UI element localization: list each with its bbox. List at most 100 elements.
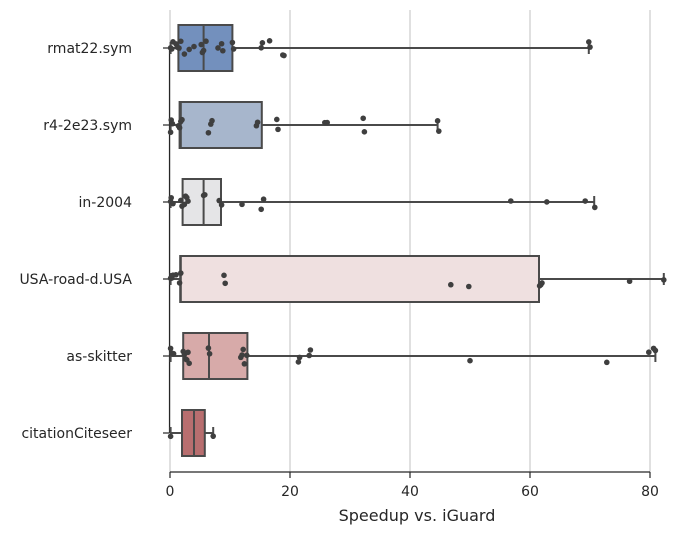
x-tick-label: 40	[401, 484, 419, 500]
data-point	[240, 346, 246, 353]
y-tick-label: USA-road-d.USA	[19, 272, 132, 288]
y-tick-label: in-2004	[79, 195, 133, 211]
data-point	[539, 280, 545, 286]
iqr-box	[182, 332, 249, 380]
data-point	[167, 345, 174, 352]
data-point	[281, 52, 287, 59]
data-point	[200, 47, 207, 54]
data-point	[239, 352, 245, 358]
data-point	[274, 116, 280, 123]
data-point	[181, 51, 188, 57]
data-point	[258, 206, 265, 213]
data-point	[275, 126, 281, 133]
data-point	[170, 200, 176, 207]
iqr-box	[178, 101, 263, 149]
data-point	[178, 38, 184, 45]
data-point	[646, 349, 652, 356]
data-point	[185, 349, 191, 356]
data-point	[361, 129, 368, 135]
data-point	[178, 270, 184, 276]
data-point	[203, 38, 209, 45]
data-point	[176, 280, 183, 286]
data-point	[260, 196, 267, 202]
data-point	[169, 46, 175, 52]
x-tick-label: 60	[521, 484, 539, 500]
y-tick-label: r4-2e23.sym	[43, 118, 132, 134]
data-point	[176, 45, 182, 51]
data-point	[259, 40, 266, 46]
data-point	[582, 198, 588, 204]
data-point	[254, 119, 261, 126]
data-point	[216, 197, 222, 204]
data-point	[324, 119, 331, 126]
data-point	[434, 118, 441, 124]
data-point	[173, 271, 179, 278]
data-point	[179, 116, 185, 123]
data-point	[169, 120, 176, 127]
data-point	[218, 40, 225, 47]
data-point	[661, 277, 667, 283]
data-point	[198, 41, 204, 48]
data-point	[167, 129, 174, 136]
data-point	[168, 194, 174, 201]
data-point	[186, 46, 192, 53]
data-point	[239, 201, 245, 208]
data-point	[220, 47, 226, 54]
data-point	[215, 45, 221, 51]
data-point	[307, 347, 314, 353]
x-tick-label: 20	[281, 484, 299, 500]
data-point	[241, 361, 248, 367]
x-tick-label: 80	[641, 484, 659, 500]
data-point	[592, 204, 598, 211]
data-point	[586, 39, 592, 45]
data-point	[604, 359, 610, 366]
data-point	[229, 39, 236, 46]
grid-lines	[169, 10, 651, 472]
data-point	[205, 345, 212, 351]
x-axis-title: Speedup vs. iGuard	[339, 506, 496, 525]
boxes	[169, 24, 665, 457]
data-point	[176, 124, 183, 131]
data-point	[230, 46, 237, 52]
box-r4-2e23-sym	[169, 101, 439, 149]
y-tick-label: citationCiteseer	[21, 426, 132, 442]
data-point	[266, 38, 273, 44]
data-point	[587, 44, 593, 50]
data-point	[178, 197, 184, 204]
box-rmat22-sym	[169, 24, 590, 72]
box-usa-road-d-usa	[169, 255, 665, 303]
data-point	[202, 191, 208, 198]
data-point	[544, 199, 550, 205]
data-point	[181, 201, 188, 208]
x-tick-label: 0	[166, 484, 175, 500]
box-as-skitter	[169, 332, 657, 380]
strip-points	[167, 38, 667, 440]
data-point	[244, 352, 250, 359]
data-point	[210, 433, 216, 439]
data-point	[191, 43, 197, 50]
y-tick-label: rmat22.sym	[47, 41, 132, 57]
data-point	[296, 354, 303, 361]
data-point	[167, 433, 174, 440]
data-point	[508, 198, 514, 204]
box-in-2004	[169, 178, 596, 226]
iqr-box	[179, 255, 540, 303]
data-point	[170, 350, 177, 357]
box-citationciteseer	[169, 409, 215, 457]
data-point	[221, 272, 227, 279]
data-point	[185, 198, 191, 205]
data-point	[295, 359, 302, 365]
data-point	[436, 128, 442, 134]
data-point	[626, 278, 633, 285]
data-point	[306, 352, 313, 359]
data-point	[206, 350, 213, 357]
data-point	[218, 202, 225, 208]
iqr-box	[177, 24, 234, 72]
data-point	[652, 347, 659, 354]
data-point	[258, 44, 265, 51]
axes	[163, 47, 651, 478]
data-point	[222, 280, 228, 287]
data-point	[360, 115, 367, 122]
data-point	[466, 283, 472, 290]
